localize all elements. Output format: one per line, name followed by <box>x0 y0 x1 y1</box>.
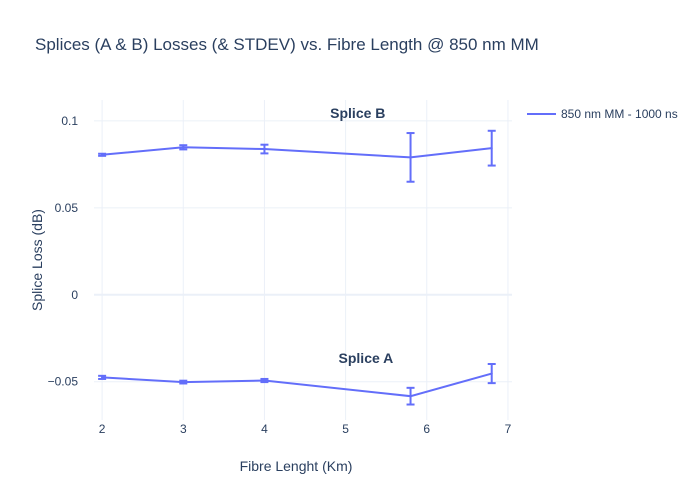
data-point <box>490 147 493 150</box>
x-tick-label: 2 <box>99 422 106 436</box>
x-axis-ticks: 2 3 4 5 6 7 <box>99 422 512 436</box>
chart-title: Splices (A & B) Losses (& STDEV) vs. Fib… <box>35 35 539 54</box>
x-tick-label: 6 <box>423 422 430 436</box>
series-line-segment <box>102 372 492 398</box>
series-line-segment <box>102 146 492 159</box>
y-tick-label: −0.05 <box>48 375 79 389</box>
data-point <box>409 395 412 398</box>
annotation-label: Splice B <box>330 105 385 121</box>
x-tick-label: 7 <box>505 422 512 436</box>
legend[interactable]: 850 nm MM - 1000 ns <box>527 107 678 121</box>
y-axis-label: Splice Loss (dB) <box>29 209 45 311</box>
x-tick-label: 4 <box>261 422 268 436</box>
x-tick-label: 3 <box>180 422 187 436</box>
data-point <box>182 146 185 149</box>
y-tick-label: 0.1 <box>61 114 78 128</box>
data-point <box>182 381 185 384</box>
legend-label: 850 nm MM - 1000 ns <box>561 107 678 121</box>
error-bars <box>98 129 496 406</box>
data-point <box>490 372 493 375</box>
series-lines <box>101 146 493 398</box>
annotations: Splice B Splice A <box>330 105 393 366</box>
y-axis-ticks: −0.05 0 0.05 0.1 <box>48 114 79 389</box>
annotation-label: Splice A <box>339 350 394 366</box>
data-point <box>101 153 104 156</box>
data-point <box>409 156 412 159</box>
y-tick-label: 0 <box>71 288 78 302</box>
y-tick-label: 0.05 <box>55 201 79 215</box>
data-point <box>101 376 104 379</box>
x-tick-label: 5 <box>342 422 349 436</box>
grid <box>94 100 512 420</box>
data-point <box>263 148 266 151</box>
data-point <box>263 379 266 382</box>
x-axis-label: Fibre Lenght (Km) <box>240 458 353 474</box>
